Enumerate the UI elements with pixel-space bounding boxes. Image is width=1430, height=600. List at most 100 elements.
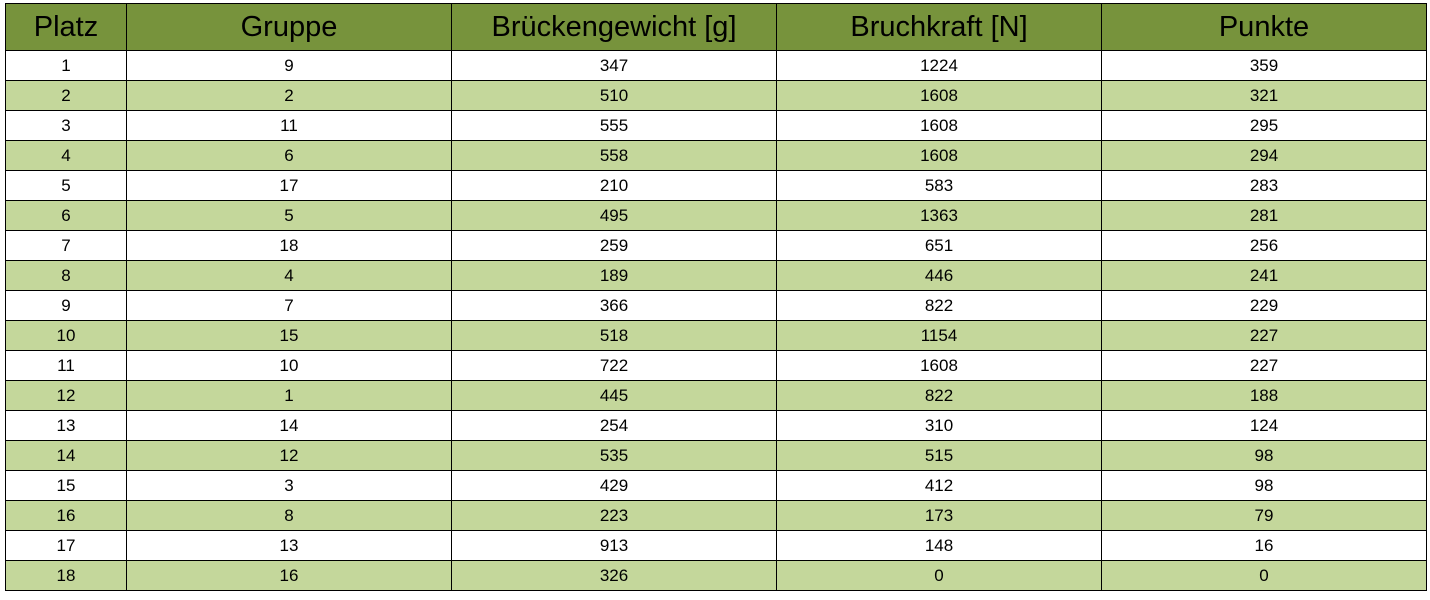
cell-bruchkraft: 1608: [776, 110, 1102, 141]
cell-brueckengewicht: 722: [451, 350, 777, 381]
cell-platz: 7: [5, 230, 127, 261]
cell-punkte: 16: [1101, 530, 1427, 561]
header-punkte: Punkte: [1101, 3, 1427, 51]
header-gruppe: Gruppe: [126, 3, 452, 51]
cell-gruppe: 8: [126, 500, 452, 531]
cell-gruppe: 7: [126, 290, 452, 321]
cell-platz: 5: [5, 170, 127, 201]
cell-brueckengewicht: 223: [451, 500, 777, 531]
cell-platz: 3: [5, 110, 127, 141]
cell-punkte: 241: [1101, 260, 1427, 291]
results-table: Platz Gruppe Brückengewicht [g] Bruchkra…: [5, 3, 1427, 591]
cell-brueckengewicht: 510: [451, 80, 777, 111]
cell-brueckengewicht: 326: [451, 560, 777, 591]
cell-brueckengewicht: 366: [451, 290, 777, 321]
cell-gruppe: 12: [126, 440, 452, 471]
cell-brueckengewicht: 558: [451, 140, 777, 171]
cell-punkte: 283: [1101, 170, 1427, 201]
table-row: 5 17 210 583 283: [5, 170, 1427, 201]
cell-brueckengewicht: 254: [451, 410, 777, 441]
table-row: 9 7 366 822 229: [5, 290, 1427, 321]
cell-punkte: 229: [1101, 290, 1427, 321]
cell-platz: 16: [5, 500, 127, 531]
table-row: 10 15 518 1154 227: [5, 320, 1427, 351]
cell-brueckengewicht: 259: [451, 230, 777, 261]
cell-platz: 12: [5, 380, 127, 411]
table-row: 14 12 535 515 98: [5, 440, 1427, 471]
cell-punkte: 295: [1101, 110, 1427, 141]
header-bruchkraft: Bruchkraft [N]: [776, 3, 1102, 51]
table-row: 17 13 913 148 16: [5, 530, 1427, 561]
cell-brueckengewicht: 495: [451, 200, 777, 231]
cell-bruchkraft: 412: [776, 470, 1102, 501]
header-row: Platz Gruppe Brückengewicht [g] Bruchkra…: [5, 3, 1427, 51]
cell-gruppe: 4: [126, 260, 452, 291]
cell-brueckengewicht: 518: [451, 320, 777, 351]
table-row: 4 6 558 1608 294: [5, 140, 1427, 171]
cell-brueckengewicht: 555: [451, 110, 777, 141]
header-brueckengewicht: Brückengewicht [g]: [451, 3, 777, 51]
cell-bruchkraft: 822: [776, 290, 1102, 321]
cell-bruchkraft: 1608: [776, 140, 1102, 171]
cell-brueckengewicht: 189: [451, 260, 777, 291]
cell-gruppe: 10: [126, 350, 452, 381]
cell-gruppe: 6: [126, 140, 452, 171]
cell-gruppe: 5: [126, 200, 452, 231]
cell-bruchkraft: 0: [776, 560, 1102, 591]
cell-bruchkraft: 1608: [776, 80, 1102, 111]
table-row: 12 1 445 822 188: [5, 380, 1427, 411]
table-row: 11 10 722 1608 227: [5, 350, 1427, 381]
cell-platz: 14: [5, 440, 127, 471]
cell-gruppe: 16: [126, 560, 452, 591]
cell-bruchkraft: 1154: [776, 320, 1102, 351]
cell-platz: 4: [5, 140, 127, 171]
table-row: 6 5 495 1363 281: [5, 200, 1427, 231]
table-body: 1 9 347 1224 359 2 2 510 1608 321 3 11 555 1608 295 4 6 5…: [5, 50, 1427, 591]
cell-gruppe: 1: [126, 380, 452, 411]
cell-bruchkraft: 148: [776, 530, 1102, 561]
cell-gruppe: 11: [126, 110, 452, 141]
cell-platz: 9: [5, 290, 127, 321]
cell-bruchkraft: 651: [776, 230, 1102, 261]
table-row: 15 3 429 412 98: [5, 470, 1427, 501]
cell-punkte: 98: [1101, 470, 1427, 501]
cell-bruchkraft: 515: [776, 440, 1102, 471]
cell-punkte: 98: [1101, 440, 1427, 471]
cell-gruppe: 9: [126, 50, 452, 81]
cell-platz: 10: [5, 320, 127, 351]
cell-brueckengewicht: 535: [451, 440, 777, 471]
cell-gruppe: 2: [126, 80, 452, 111]
cell-punkte: 281: [1101, 200, 1427, 231]
table-row: 7 18 259 651 256: [5, 230, 1427, 261]
cell-bruchkraft: 446: [776, 260, 1102, 291]
cell-platz: 13: [5, 410, 127, 441]
cell-platz: 18: [5, 560, 127, 591]
cell-punkte: 79: [1101, 500, 1427, 531]
table-row: 13 14 254 310 124: [5, 410, 1427, 441]
cell-platz: 11: [5, 350, 127, 381]
cell-brueckengewicht: 210: [451, 170, 777, 201]
cell-bruchkraft: 1363: [776, 200, 1102, 231]
cell-bruchkraft: 1224: [776, 50, 1102, 81]
cell-gruppe: 3: [126, 470, 452, 501]
table-row: 18 16 326 0 0: [5, 560, 1427, 591]
cell-platz: 6: [5, 200, 127, 231]
cell-punkte: 227: [1101, 350, 1427, 381]
cell-bruchkraft: 1608: [776, 350, 1102, 381]
cell-platz: 15: [5, 470, 127, 501]
cell-platz: 17: [5, 530, 127, 561]
table-row: 3 11 555 1608 295: [5, 110, 1427, 141]
cell-bruchkraft: 310: [776, 410, 1102, 441]
cell-punkte: 294: [1101, 140, 1427, 171]
table-row: 8 4 189 446 241: [5, 260, 1427, 291]
cell-gruppe: 18: [126, 230, 452, 261]
cell-gruppe: 14: [126, 410, 452, 441]
header-platz: Platz: [5, 3, 127, 51]
cell-gruppe: 15: [126, 320, 452, 351]
cell-punkte: 227: [1101, 320, 1427, 351]
cell-bruchkraft: 822: [776, 380, 1102, 411]
cell-bruchkraft: 583: [776, 170, 1102, 201]
cell-platz: 2: [5, 80, 127, 111]
cell-gruppe: 13: [126, 530, 452, 561]
cell-platz: 1: [5, 50, 127, 81]
